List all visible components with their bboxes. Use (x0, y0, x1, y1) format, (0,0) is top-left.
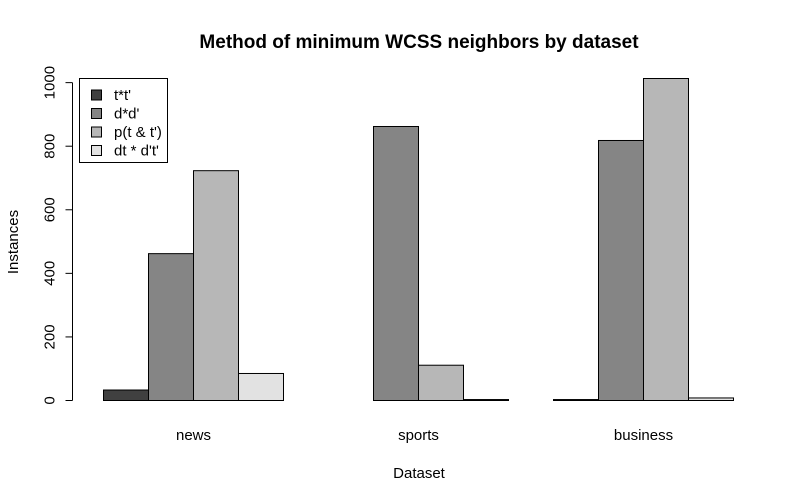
bar-business-1 (553, 399, 599, 401)
bar-news-4 (238, 372, 284, 401)
y-tick-label: 800 (42, 134, 59, 159)
legend-swatch (91, 145, 102, 156)
bar-business-4 (688, 397, 734, 402)
legend-swatch (91, 126, 102, 138)
legend: t*t' d*d'p(t & t') dt * d't' (79, 78, 168, 163)
y-tick-label: 200 (42, 324, 59, 349)
chart-title: Method of minimum WCSS neighbors by data… (199, 32, 639, 53)
bar-news-1 (103, 389, 149, 402)
bar-business-3 (643, 78, 689, 401)
legend-swatch (91, 89, 102, 101)
legend-label: d*d' (114, 106, 140, 123)
x-axis-label: Dataset (393, 465, 446, 482)
bar-sports-3 (418, 364, 464, 401)
bars-group (103, 78, 734, 402)
bar-news-3 (193, 170, 239, 401)
y-axis: 0 200 400 600 800 1000 (42, 66, 73, 405)
legend-label: p(t & t') (114, 124, 162, 141)
x-tick-label: business (614, 427, 673, 444)
category-labels: news sports business (176, 427, 673, 444)
bar-business-2 (598, 139, 644, 402)
legend-label: dt * d't' (114, 143, 159, 160)
x-tick-label: news (176, 427, 211, 444)
bar-sports-2 (373, 125, 419, 402)
x-tick-label: sports (398, 427, 439, 444)
y-axis-label: Instances (5, 210, 22, 274)
bar-sports-4 (463, 399, 509, 401)
y-tick-label: 400 (42, 261, 59, 286)
y-tick-label: 600 (42, 197, 59, 222)
bar-news-2 (148, 253, 194, 401)
legend-label: t*t' (114, 87, 131, 104)
y-tick-label: 1000 (42, 66, 59, 99)
legend-swatch (91, 108, 102, 119)
y-tick-label: 0 (42, 396, 59, 404)
